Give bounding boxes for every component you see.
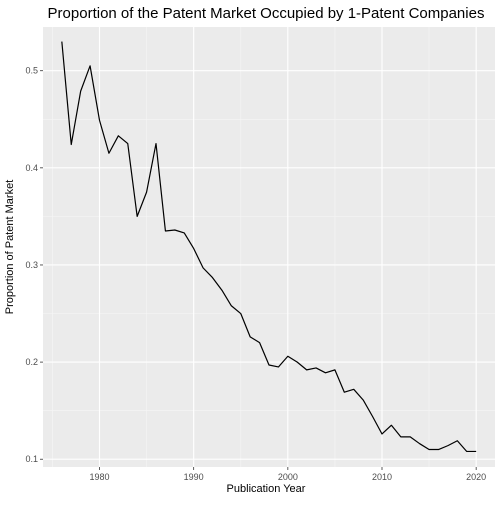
x-axis-label: Publication Year [227, 483, 306, 495]
x-tick-label: 2020 [466, 472, 486, 482]
data-point [79, 90, 82, 93]
data-point [249, 335, 252, 338]
data-point [475, 450, 478, 453]
y-axis: 0.1 0.2 0.3 0.4 0.5 [25, 66, 43, 465]
x-tick-label: 2010 [372, 472, 392, 482]
data-point [456, 439, 459, 442]
data-point [437, 448, 440, 451]
data-point [418, 442, 421, 445]
data-point [202, 266, 205, 269]
data-point [136, 215, 139, 218]
data-point [239, 312, 242, 315]
data-point [315, 366, 318, 369]
data-point [211, 276, 214, 279]
y-tick-label: 0.4 [25, 163, 38, 173]
data-point [98, 119, 101, 122]
data-point [333, 368, 336, 371]
data-point [60, 40, 63, 43]
data-point [89, 64, 92, 67]
data-point [192, 247, 195, 250]
data-point [343, 391, 346, 394]
data-point [277, 365, 280, 368]
chart-title: Proportion of the Patent Market Occupied… [48, 5, 485, 22]
y-axis-label: Proportion of Patent Market [4, 180, 16, 315]
y-tick-label: 0.2 [25, 357, 38, 367]
data-point [390, 424, 393, 427]
y-tick-label: 0.1 [25, 454, 38, 464]
data-point [446, 444, 449, 447]
data-point [230, 304, 233, 307]
y-tick-label: 0.5 [25, 66, 38, 76]
data-point [155, 142, 158, 145]
data-point [352, 388, 355, 391]
data-point [268, 364, 271, 367]
data-point [362, 398, 365, 401]
data-point [465, 450, 468, 453]
data-point [145, 191, 148, 194]
data-point [258, 341, 261, 344]
data-point [409, 435, 412, 438]
data-point [305, 368, 308, 371]
data-point [173, 229, 176, 232]
data-point [183, 231, 186, 234]
data-point [164, 229, 167, 232]
x-tick-label: 2000 [278, 472, 298, 482]
data-point [126, 142, 129, 145]
data-point [324, 371, 327, 374]
x-tick-label: 1990 [184, 472, 204, 482]
x-tick-label: 1980 [89, 472, 109, 482]
data-point [428, 448, 431, 451]
y-tick-label: 0.3 [25, 260, 38, 270]
plot-panel [43, 27, 495, 467]
data-point [296, 361, 299, 364]
data-point [371, 415, 374, 418]
data-point [399, 435, 402, 438]
data-point [220, 289, 223, 292]
data-point [286, 355, 289, 358]
data-point [107, 152, 110, 155]
x-axis: 1980 1990 2000 2010 2020 [89, 467, 486, 482]
data-point [70, 143, 73, 146]
data-point [381, 432, 384, 435]
data-point [117, 134, 120, 137]
